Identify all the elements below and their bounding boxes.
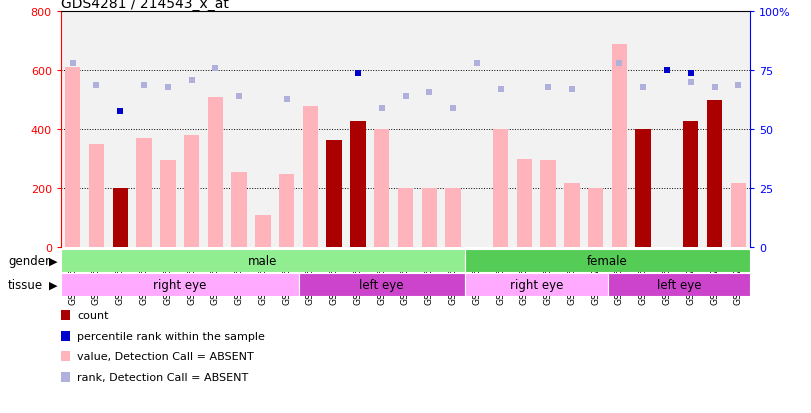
Bar bbox=[683, 121, 698, 248]
Bar bbox=[636, 130, 651, 248]
Text: left eye: left eye bbox=[359, 279, 404, 292]
Bar bbox=[731, 183, 746, 248]
Bar bbox=[536, 12, 560, 248]
Text: right eye: right eye bbox=[153, 279, 206, 292]
Bar bbox=[275, 12, 298, 248]
Bar bbox=[702, 12, 727, 248]
Bar bbox=[255, 216, 271, 248]
Bar bbox=[61, 274, 298, 297]
Bar bbox=[322, 12, 346, 248]
Bar bbox=[445, 189, 461, 248]
Bar bbox=[113, 189, 128, 248]
Bar bbox=[727, 12, 750, 248]
Text: rank, Detection Call = ABSENT: rank, Detection Call = ABSENT bbox=[77, 372, 248, 382]
Bar bbox=[346, 12, 370, 248]
Bar bbox=[136, 139, 152, 248]
Bar bbox=[517, 159, 532, 248]
Bar bbox=[493, 130, 508, 248]
Bar bbox=[65, 68, 80, 248]
Bar bbox=[679, 12, 702, 248]
Bar bbox=[397, 189, 414, 248]
Text: female: female bbox=[587, 255, 628, 268]
Bar bbox=[132, 12, 156, 248]
Bar bbox=[184, 136, 200, 248]
Bar bbox=[588, 189, 603, 248]
Bar bbox=[303, 107, 318, 248]
Text: GDS4281 / 214543_x_at: GDS4281 / 214543_x_at bbox=[61, 0, 229, 12]
Bar bbox=[327, 140, 342, 248]
Bar bbox=[279, 174, 294, 248]
Bar bbox=[61, 12, 84, 248]
Bar bbox=[707, 101, 723, 248]
Bar bbox=[465, 274, 607, 297]
Bar bbox=[370, 12, 393, 248]
Bar bbox=[298, 274, 465, 297]
Bar bbox=[707, 188, 723, 248]
Bar bbox=[160, 161, 175, 248]
Bar bbox=[298, 12, 322, 248]
Text: tissue: tissue bbox=[8, 279, 43, 292]
Bar bbox=[584, 12, 607, 248]
Bar bbox=[227, 12, 251, 248]
Bar bbox=[61, 250, 465, 273]
Text: gender: gender bbox=[8, 255, 50, 268]
Bar bbox=[180, 12, 204, 248]
Bar bbox=[560, 12, 584, 248]
Bar bbox=[109, 12, 132, 248]
Bar bbox=[251, 12, 275, 248]
Text: male: male bbox=[248, 255, 277, 268]
Text: ▶: ▶ bbox=[49, 280, 57, 290]
Bar bbox=[441, 12, 465, 248]
Bar bbox=[204, 12, 227, 248]
Bar bbox=[611, 45, 627, 248]
Bar bbox=[465, 250, 750, 273]
Bar bbox=[156, 12, 180, 248]
Bar bbox=[350, 121, 366, 248]
Bar bbox=[208, 98, 223, 248]
Bar bbox=[465, 12, 489, 248]
Text: ▶: ▶ bbox=[49, 256, 57, 266]
Bar bbox=[374, 130, 389, 248]
Text: percentile rank within the sample: percentile rank within the sample bbox=[77, 331, 265, 341]
Text: left eye: left eye bbox=[657, 279, 702, 292]
Bar bbox=[607, 12, 631, 248]
Bar bbox=[84, 12, 109, 248]
Bar bbox=[513, 12, 536, 248]
Bar bbox=[393, 12, 418, 248]
Bar bbox=[540, 161, 556, 248]
Bar bbox=[88, 145, 104, 248]
Bar bbox=[607, 274, 750, 297]
Text: right eye: right eye bbox=[509, 279, 563, 292]
Bar bbox=[422, 189, 437, 248]
Bar bbox=[631, 12, 655, 248]
Bar bbox=[418, 12, 441, 248]
Bar bbox=[564, 183, 580, 248]
Text: count: count bbox=[77, 310, 109, 320]
Bar bbox=[655, 12, 679, 248]
Text: value, Detection Call = ABSENT: value, Detection Call = ABSENT bbox=[77, 351, 254, 361]
Bar bbox=[231, 173, 247, 248]
Bar bbox=[489, 12, 513, 248]
